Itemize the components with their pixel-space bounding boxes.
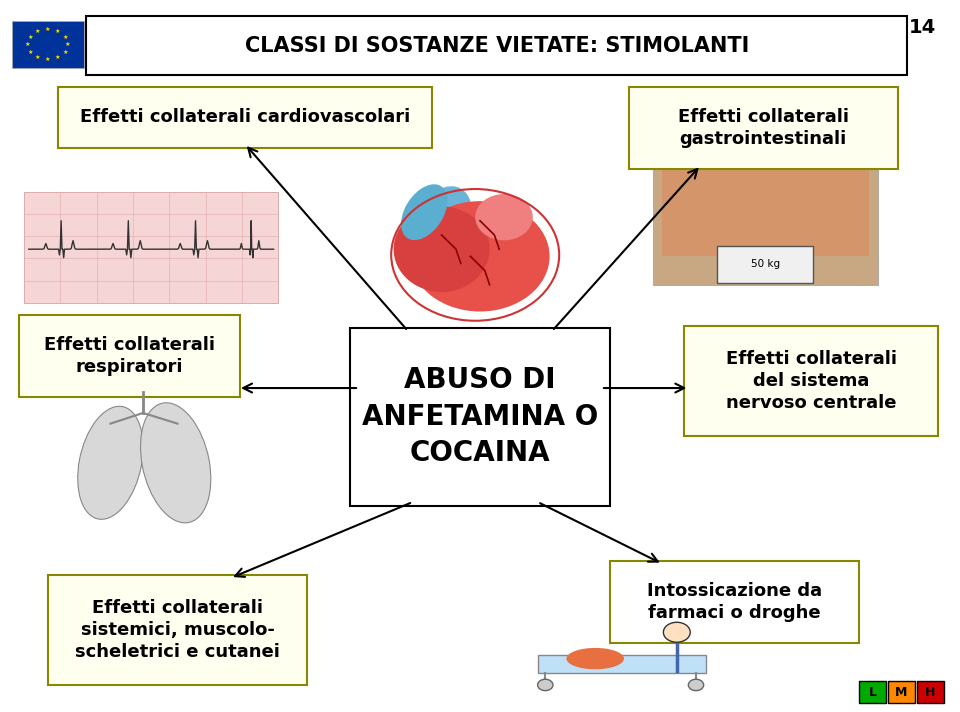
FancyBboxPatch shape <box>888 681 915 703</box>
Ellipse shape <box>78 407 143 519</box>
Text: ★: ★ <box>55 29 60 34</box>
Text: ★: ★ <box>65 42 70 47</box>
Text: Effetti collaterali
respiratori: Effetti collaterali respiratori <box>44 336 215 376</box>
FancyBboxPatch shape <box>662 157 869 256</box>
Text: Intossicazione da
farmaci o droghe: Intossicazione da farmaci o droghe <box>647 582 822 622</box>
FancyBboxPatch shape <box>24 192 278 303</box>
FancyBboxPatch shape <box>917 681 944 703</box>
FancyBboxPatch shape <box>684 326 939 436</box>
FancyBboxPatch shape <box>717 246 813 283</box>
Text: ★: ★ <box>25 42 30 47</box>
Text: ★: ★ <box>45 27 50 32</box>
FancyBboxPatch shape <box>859 681 886 703</box>
Circle shape <box>688 679 704 691</box>
Ellipse shape <box>566 648 624 669</box>
FancyBboxPatch shape <box>350 328 610 506</box>
Text: Effetti collaterali
sistemici, muscolo-
scheletrici e cutanei: Effetti collaterali sistemici, muscolo- … <box>75 599 280 661</box>
FancyBboxPatch shape <box>58 88 432 148</box>
Text: CLASSI DI SOSTANZE VIETATE: STIMOLANTI: CLASSI DI SOSTANZE VIETATE: STIMOLANTI <box>245 36 750 56</box>
FancyBboxPatch shape <box>653 146 878 285</box>
Text: L: L <box>869 686 876 698</box>
Text: 14: 14 <box>909 18 936 37</box>
Text: ★: ★ <box>62 34 68 40</box>
Text: Effetti collaterali cardiovascolari: Effetti collaterali cardiovascolari <box>80 108 410 127</box>
Ellipse shape <box>401 184 447 240</box>
FancyBboxPatch shape <box>12 21 84 68</box>
Ellipse shape <box>394 206 490 292</box>
Text: Effetti collaterali
del sistema
nervoso centrale: Effetti collaterali del sistema nervoso … <box>726 350 897 412</box>
FancyBboxPatch shape <box>610 561 859 642</box>
Text: Effetti collaterali
gastrointestinali: Effetti collaterali gastrointestinali <box>678 108 849 148</box>
FancyBboxPatch shape <box>629 88 898 169</box>
FancyBboxPatch shape <box>86 16 907 75</box>
Ellipse shape <box>475 194 533 240</box>
Circle shape <box>538 679 553 691</box>
FancyBboxPatch shape <box>538 655 706 673</box>
Text: ★: ★ <box>35 55 40 60</box>
Ellipse shape <box>140 403 211 523</box>
Text: ★: ★ <box>55 55 60 60</box>
Ellipse shape <box>416 187 471 252</box>
Text: ABUSO DI
ANFETAMINA O
COCAINA: ABUSO DI ANFETAMINA O COCAINA <box>362 366 598 467</box>
FancyBboxPatch shape <box>48 575 307 685</box>
Text: M: M <box>896 686 907 698</box>
Text: ★: ★ <box>27 34 33 40</box>
Text: ★: ★ <box>45 57 50 62</box>
Text: 50 kg: 50 kg <box>751 259 780 269</box>
FancyBboxPatch shape <box>19 315 240 397</box>
Circle shape <box>663 622 690 642</box>
Text: ★: ★ <box>27 49 33 55</box>
Text: H: H <box>925 686 935 698</box>
Ellipse shape <box>411 201 549 312</box>
Text: ★: ★ <box>62 49 68 55</box>
Text: ★: ★ <box>35 29 40 34</box>
